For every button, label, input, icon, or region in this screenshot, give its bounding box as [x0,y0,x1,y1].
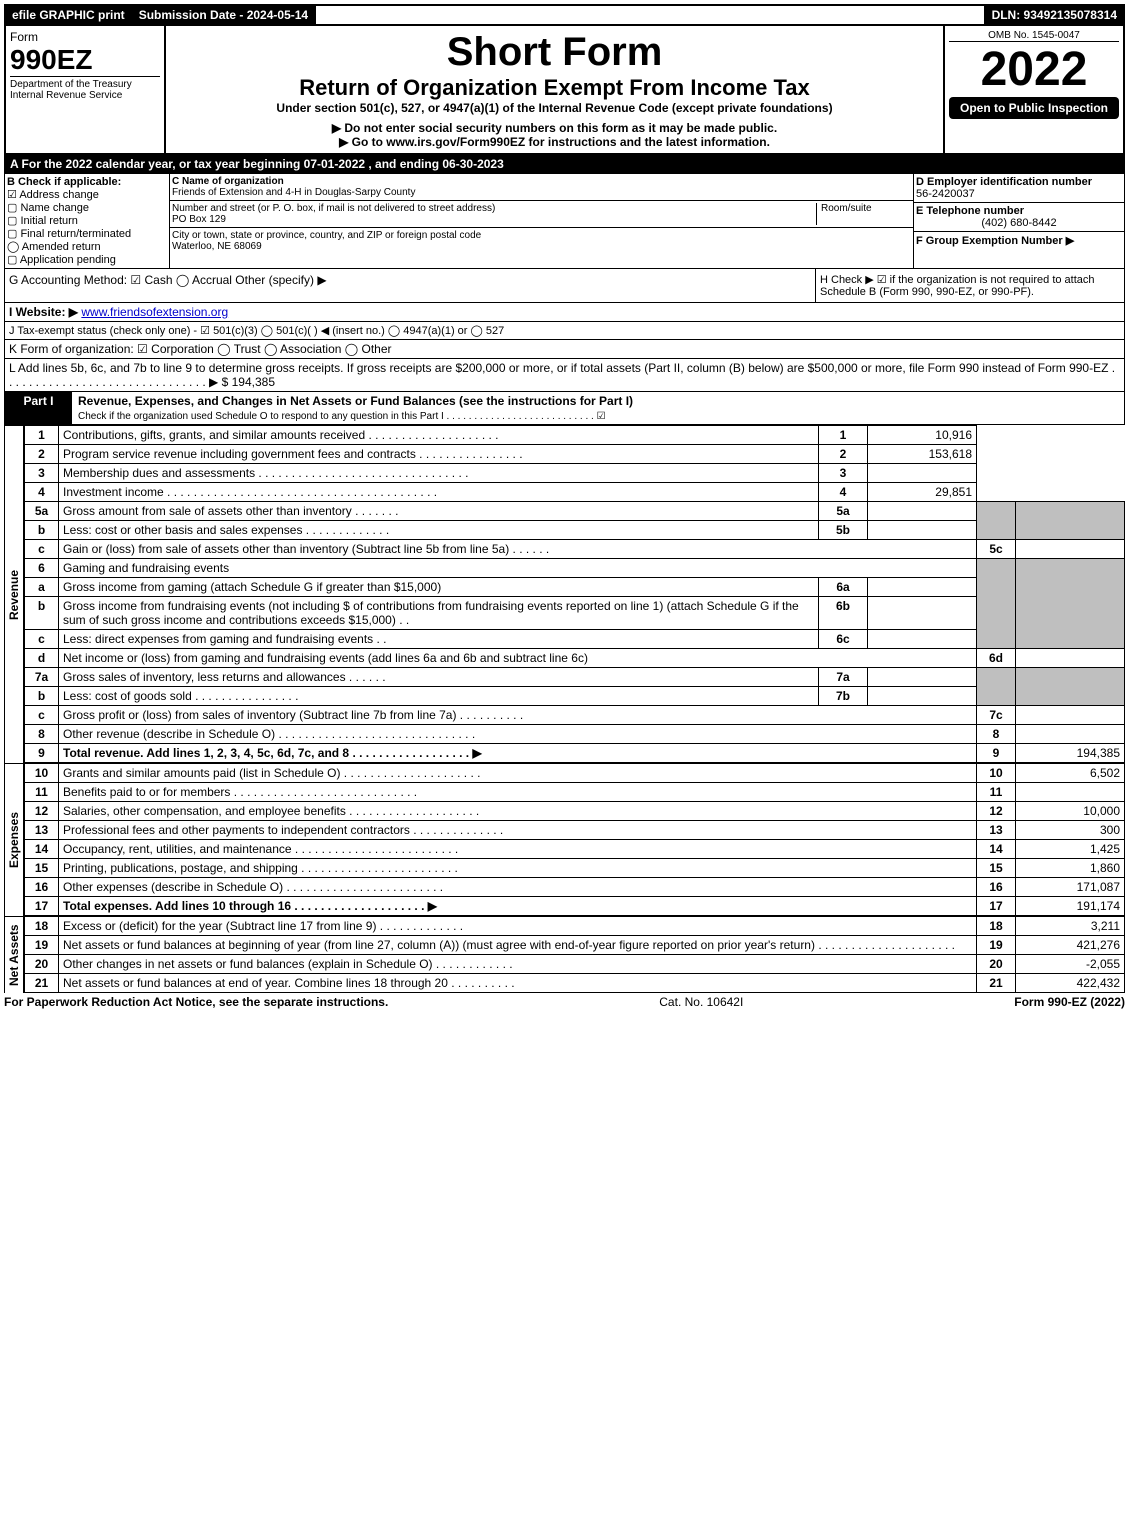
ssn-warning: ▶ Do not enter social security numbers o… [170,121,939,135]
street-label: Number and street (or P. O. box, if mail… [172,203,816,214]
form-number: 990EZ [10,44,160,76]
dln: DLN: 93492135078314 [984,6,1123,24]
b-label: B Check if applicable: [7,176,167,188]
top-bar: efile GRAPHIC print Submission Date - 20… [4,4,1125,26]
section-b: B Check if applicable: ☑ Address change … [5,174,170,268]
room-suite-label: Room/suite [816,203,911,225]
section-h: H Check ▶ ☑ if the organization is not r… [815,269,1124,302]
c-name-label: C Name of organization [172,176,911,187]
section-j: J Tax-exempt status (check only one) - ☑… [4,322,1125,340]
check-amended[interactable]: ◯ Amended return [7,240,167,253]
expenses-label: Expenses [4,763,24,916]
city-label: City or town, state or province, country… [172,230,911,241]
revenue-label: Revenue [4,425,24,763]
e-label: E Telephone number [916,205,1122,217]
check-pending[interactable]: ▢ Application pending [7,253,167,266]
submission-date: Submission Date - 2024-05-14 [133,6,316,24]
revenue-table: 1Contributions, gifts, grants, and simil… [24,425,1125,763]
tax-year: 2022 [949,42,1119,97]
footer-right: Form 990-EZ (2022) [1014,995,1125,1009]
dept-irs: Internal Revenue Service [10,90,160,101]
check-initial-return[interactable]: ▢ Initial return [7,214,167,227]
expenses-table: 10Grants and similar amounts paid (list … [24,763,1125,916]
part1-heading: Revenue, Expenses, and Changes in Net As… [78,394,633,408]
f-label: F Group Exemption Number ▶ [916,234,1122,247]
part1-check: Check if the organization used Schedule … [78,411,606,422]
open-public: Open to Public Inspection [949,97,1119,119]
netassets-label: Net Assets [4,916,24,993]
section-l-text: L Add lines 5b, 6c, and 7b to line 9 to … [9,361,1115,389]
section-k: K Form of organization: ☑ Corporation ◯ … [4,340,1125,359]
gross-receipts: 194,385 [232,375,275,389]
section-g: G Accounting Method: ☑ Cash ◯ Accrual Ot… [5,269,815,302]
page-footer: For Paperwork Reduction Act Notice, see … [4,993,1125,1009]
form-header: Form 990EZ Department of the Treasury In… [4,26,1125,155]
org-name: Friends of Extension and 4-H in Douglas-… [172,187,911,198]
section-bcdef: B Check if applicable: ☑ Address change … [4,173,1125,269]
phone-value: (402) 680-8442 [916,217,1122,229]
ein-value: 56-2420037 [916,188,1122,200]
section-def: D Employer identification number 56-2420… [913,174,1124,268]
d-label: D Employer identification number [916,176,1122,188]
check-name-change[interactable]: ▢ Name change [7,201,167,214]
footer-left: For Paperwork Reduction Act Notice, see … [4,995,388,1009]
check-address-change[interactable]: ☑ Address change [7,188,167,201]
street-value: PO Box 129 [172,214,816,225]
dept-treasury: Department of the Treasury [10,76,160,90]
part1-label: Part I [5,392,72,424]
footer-mid: Cat. No. 10642I [659,995,743,1009]
i-label: I Website: ▶ [9,305,78,319]
efile-button[interactable]: efile GRAPHIC print [6,6,133,24]
section-c: C Name of organization Friends of Extens… [170,174,913,268]
form-label: Form [10,30,160,44]
goto-link[interactable]: ▶ Go to www.irs.gov/Form990EZ for instru… [170,135,939,149]
omb-number: OMB No. 1545-0047 [949,30,1119,42]
check-final-return[interactable]: ▢ Final return/terminated [7,227,167,240]
short-form-title: Short Form [170,30,939,75]
website-link[interactable]: www.friendsofextension.org [81,305,228,319]
main-title: Return of Organization Exempt From Incom… [170,75,939,101]
line-a: A For the 2022 calendar year, or tax yea… [4,155,1125,173]
netassets-table: 18Excess or (deficit) for the year (Subt… [24,916,1125,993]
subtitle: Under section 501(c), 527, or 4947(a)(1)… [170,101,939,115]
city-value: Waterloo, NE 68069 [172,241,911,252]
